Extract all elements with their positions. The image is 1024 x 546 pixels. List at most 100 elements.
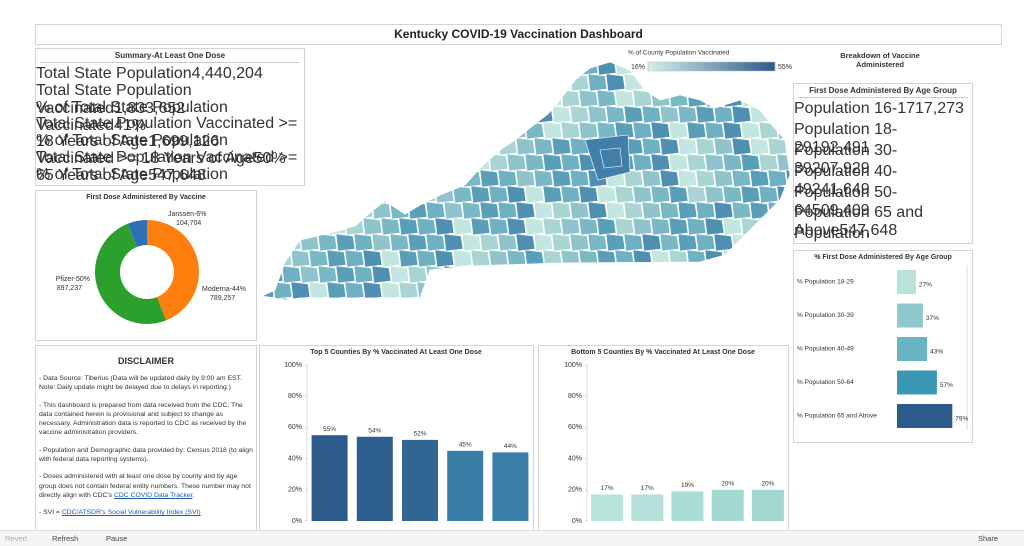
- county: [542, 249, 563, 268]
- county: [308, 89, 329, 108]
- toolbar-button[interactable]: Share: [978, 534, 999, 543]
- county: [290, 281, 311, 300]
- county: [362, 153, 383, 172]
- county: [776, 153, 790, 172]
- county: [335, 169, 356, 188]
- county: [371, 169, 392, 188]
- county: [560, 217, 581, 236]
- county: [488, 121, 509, 140]
- county: [677, 297, 698, 300]
- county: [434, 121, 455, 140]
- county: [641, 201, 662, 220]
- pie-slice: [147, 220, 200, 321]
- county: [560, 89, 581, 108]
- county: [578, 249, 599, 268]
- county: [290, 249, 311, 268]
- county: [596, 89, 617, 108]
- county: [262, 121, 275, 140]
- county: [551, 137, 572, 156]
- county: [749, 137, 770, 156]
- county: [686, 249, 707, 268]
- county: [641, 105, 662, 124]
- county: [713, 265, 734, 284]
- county: [533, 169, 554, 188]
- toolbar-button[interactable]: Pause: [106, 534, 128, 543]
- county: [434, 217, 455, 236]
- row-value: 241,649: [811, 180, 870, 198]
- table-row: Total State Population Vaccinated >= 18 …: [36, 115, 304, 150]
- county: [380, 153, 401, 172]
- county: [488, 281, 509, 300]
- county: [380, 249, 401, 268]
- county: [299, 105, 320, 124]
- disclaimer-link[interactable]: CDC COVID Data Tracker: [113, 491, 193, 499]
- county: [362, 89, 383, 108]
- toolbar-button[interactable]: Refresh: [52, 534, 79, 543]
- county: [317, 137, 338, 156]
- row-label: Population 40-49: [794, 162, 898, 198]
- row-label: Total State Population Vaccinated >= 18 …: [36, 115, 298, 151]
- county: [272, 62, 293, 76]
- county: [317, 297, 338, 300]
- county: [749, 297, 770, 300]
- county: [776, 89, 790, 108]
- row-value: 1,833,652: [113, 99, 186, 117]
- county: [659, 297, 680, 300]
- y-tick-label: 60%: [288, 424, 302, 431]
- county: [299, 137, 320, 156]
- value-label: 20%: [721, 481, 734, 488]
- county: [434, 62, 455, 76]
- county: [659, 201, 680, 220]
- disclaimer-text: - Data Source: Tiberius (Data will be up…: [39, 375, 242, 392]
- county: [641, 233, 662, 252]
- county: [596, 185, 617, 204]
- county: [785, 233, 790, 252]
- county: [605, 265, 626, 284]
- county: [470, 62, 491, 76]
- county: [599, 147, 623, 169]
- county: [497, 169, 518, 188]
- county: [596, 217, 617, 236]
- county: [281, 297, 302, 300]
- county: [659, 169, 680, 188]
- county: [281, 137, 302, 156]
- county: [272, 249, 293, 268]
- toolbar-button[interactable]: Revert: [5, 534, 28, 543]
- county: [704, 249, 725, 268]
- slice-count: 897,237: [57, 285, 82, 292]
- county: [569, 169, 590, 188]
- county: [587, 73, 608, 92]
- county: [398, 281, 419, 300]
- county: [362, 62, 383, 76]
- county: [308, 249, 329, 268]
- county: [623, 169, 644, 188]
- legend-bar: [647, 61, 776, 72]
- county: [443, 201, 464, 220]
- breakdown-title: Breakdown of Vaccine Administered: [840, 51, 920, 69]
- county: [497, 105, 518, 124]
- county: [758, 89, 779, 108]
- disclaimer-title: DISCLAIMER: [118, 356, 174, 366]
- row-value: 41%: [113, 116, 147, 134]
- county: [443, 169, 464, 188]
- county: [695, 105, 716, 124]
- county: [551, 169, 572, 188]
- county: [659, 233, 680, 252]
- county: [560, 62, 581, 76]
- y-tick-label: 80%: [568, 393, 582, 400]
- county: [326, 121, 347, 140]
- county: [299, 169, 320, 188]
- disclaimer-link[interactable]: CDC/ATSDR's Social Vulnerability Index (…: [61, 509, 201, 517]
- disclaimer-body: - Data Source: Tiberius (Data will be up…: [39, 374, 253, 518]
- value-label: 43%: [930, 349, 943, 356]
- county: [578, 217, 599, 236]
- county: [614, 89, 635, 108]
- county: [272, 281, 293, 300]
- disclaimer-paragraph: - Data Source: Tiberius (Data will be up…: [39, 374, 253, 393]
- y-tick-label: % Population 30-39: [797, 312, 854, 319]
- row-label: Total State Population Vaccinated >= 65 …: [36, 148, 298, 184]
- county: [569, 297, 590, 300]
- bar: [897, 337, 928, 361]
- county: [398, 217, 419, 236]
- county: [461, 169, 482, 188]
